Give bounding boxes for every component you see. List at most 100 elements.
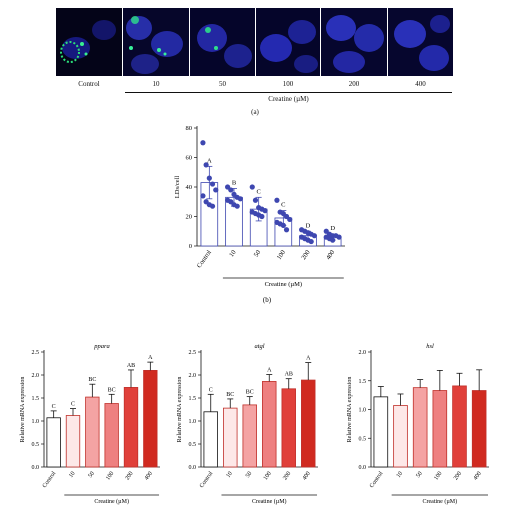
data-point [280, 222, 286, 228]
significance-letter: D [330, 225, 335, 232]
x-tick-label: 50 [245, 471, 253, 479]
tile-label-50: 50 [219, 80, 226, 88]
chart-title: atgl [254, 343, 264, 350]
x-tick-label: 10 [228, 249, 237, 258]
tile-label-400: 400 [415, 80, 426, 88]
significance-letter: A [148, 355, 153, 361]
x-tick-label: 200 [282, 471, 292, 482]
x-axis-label: Creatine (µM) [265, 281, 303, 288]
y-axis-label: LDs/cell [174, 176, 181, 199]
microscopy-image [190, 8, 255, 76]
microscopy-tile-400 [388, 8, 453, 76]
bar [123, 387, 139, 468]
tile-label-200: 200 [348, 80, 360, 88]
x-tick-label: 100 [105, 471, 115, 482]
significance-letter: C [71, 402, 75, 408]
bar [412, 387, 428, 468]
data-point [234, 203, 240, 209]
y-axis-label: Relative mRNA expression [347, 377, 353, 443]
chart-title: ppara [93, 343, 110, 350]
y-tick-label: 0.0 [359, 465, 367, 471]
y-tick-label: 1.5 [189, 396, 197, 402]
y-tick-label: 80 [186, 125, 193, 132]
microscopy-tile-control [56, 8, 122, 76]
y-tick-label: 0.5 [189, 442, 197, 448]
microscopy-tile-200 [321, 8, 387, 76]
y-tick-label: 2.0 [359, 350, 367, 356]
x-tick-label: 200 [453, 471, 463, 482]
data-point [213, 187, 219, 193]
data-point [228, 187, 234, 193]
bar [242, 404, 257, 468]
x-tick-label: 400 [302, 471, 312, 482]
significance-letter: A [267, 368, 272, 374]
y-axis-label: Relative mRNA expression [20, 377, 26, 443]
y-tick-label: 1.0 [32, 419, 40, 425]
significance-letter: C [209, 387, 213, 393]
x-axis-label: Creatine (µM) [252, 498, 287, 505]
bar [281, 388, 296, 468]
x-tick-label: 10 [68, 471, 76, 479]
bar [46, 417, 61, 468]
bar [471, 390, 487, 468]
y-tick-label: 2.5 [32, 350, 40, 356]
bar [301, 379, 316, 468]
y-axis-label: Relative mRNA expression [177, 377, 183, 443]
data-point [209, 181, 216, 187]
significance-letter: C [256, 188, 260, 195]
significance-letter: BC [226, 392, 234, 398]
x-tick-label: 200 [300, 249, 311, 261]
x-tick-label: 100 [263, 471, 273, 482]
data-point [259, 213, 265, 220]
bar [373, 396, 389, 468]
data-point [262, 208, 268, 214]
bar [432, 390, 448, 468]
panel-label-a: (a) [251, 108, 259, 116]
significance-letter: BC [88, 377, 96, 383]
data-point [249, 184, 255, 190]
y-tick-label: 0.5 [359, 436, 367, 442]
microscopy-image [256, 8, 320, 76]
data-point [283, 227, 290, 233]
x-tick-label: 100 [433, 471, 443, 482]
x-tick-label: Control [369, 470, 385, 489]
data-point [237, 196, 243, 202]
data-point [200, 193, 206, 199]
y-tick-label: 0.5 [32, 442, 40, 448]
data-point [336, 234, 342, 240]
significance-letter: AB [285, 372, 293, 378]
x-tick-label: 200 [125, 471, 135, 482]
microscopy-image [56, 8, 122, 76]
x-tick-label: 10 [226, 471, 234, 479]
data-point [330, 237, 336, 243]
x-tick-label: Control [42, 470, 58, 489]
data-point [274, 197, 280, 203]
x-tick-label: Control [196, 249, 213, 269]
significance-letter: A [207, 157, 212, 164]
significance-letter: BC [108, 387, 116, 393]
x-axis-label: Creatine (µM) [423, 498, 458, 505]
x-tick-label: 100 [276, 249, 287, 261]
bar [65, 415, 81, 468]
y-tick-label: 2.0 [189, 373, 197, 379]
bar [143, 369, 158, 468]
data-point [252, 197, 259, 203]
y-tick-label: 40 [186, 184, 193, 191]
tile-label-control: Control [78, 80, 100, 88]
x-tick-label: 400 [325, 249, 336, 261]
x-tick-label: 400 [144, 471, 154, 482]
significance-letter: B [232, 179, 237, 186]
tile-label-10: 10 [152, 80, 160, 88]
y-tick-label: 1.0 [359, 408, 367, 414]
data-point [311, 233, 317, 239]
x-tick-label: 10 [396, 471, 404, 479]
microscopy-image [123, 8, 189, 76]
x-tick-label: 400 [473, 471, 483, 482]
y-tick-label: 2.5 [189, 350, 197, 356]
y-tick-label: 0.0 [189, 465, 197, 471]
microscopy-tile-100 [256, 8, 320, 76]
tile-label-100: 100 [282, 80, 294, 88]
y-tick-label: 20 [186, 214, 193, 221]
bar [104, 403, 119, 468]
